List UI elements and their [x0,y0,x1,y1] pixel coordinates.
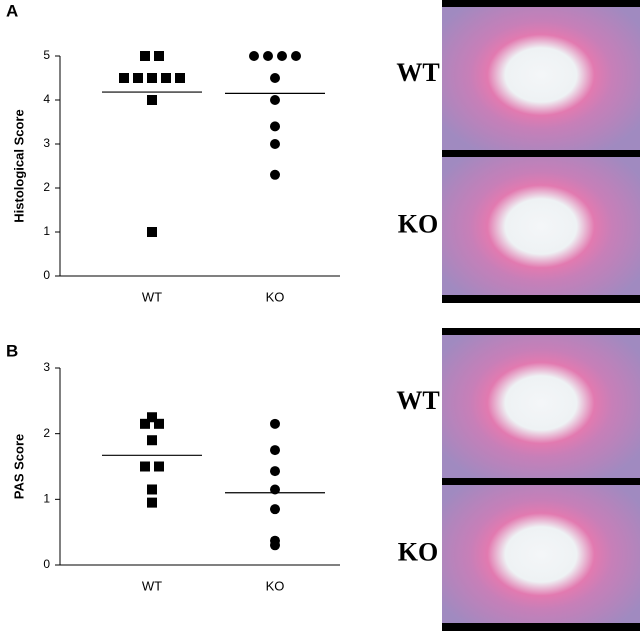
data-point [263,51,273,61]
image-border [442,295,640,303]
data-point [291,51,301,61]
y-tick-label: 0 [43,557,50,571]
data-point [147,73,157,83]
data-point [270,169,280,180]
y-tick-label: 1 [43,224,50,238]
image-label: WT [396,386,439,415]
y-axis-label: Histological Score [11,109,26,222]
data-point [175,73,185,83]
image-border [442,623,640,631]
data-point [140,51,150,61]
panel-label: B [6,341,18,360]
data-point [119,73,129,83]
data-point [154,51,164,61]
data-point [277,51,287,61]
image-label: WT [396,58,439,87]
data-point [140,461,150,472]
y-tick-label: 2 [43,180,50,194]
micrograph [442,328,640,478]
micrograph [442,478,640,631]
data-point [147,227,157,237]
y-tick-label: 1 [43,492,50,506]
data-point [147,95,157,105]
data-point [147,484,157,495]
y-tick-label: 3 [43,136,50,150]
x-tick-label: KO [266,578,285,593]
data-point [147,497,157,508]
data-point [140,418,150,429]
data-point [147,412,157,423]
y-tick-label: 4 [43,92,50,106]
data-point [270,540,280,551]
image-border [442,328,640,335]
image-border [442,478,640,485]
image-border [442,150,640,157]
y-axis-label: PAS Score [11,434,26,500]
panel-label: A [6,1,18,20]
y-tick-label: 3 [43,360,50,374]
data-point [154,461,164,472]
image-label: KO [398,209,438,238]
data-point [270,484,280,495]
data-point [133,73,143,83]
y-tick-label: 0 [43,268,50,282]
data-point [270,73,280,83]
data-point [270,418,280,429]
micrograph [442,0,640,150]
data-point [270,139,280,149]
data-point [270,445,280,456]
micrograph [442,150,640,303]
image-border [442,0,640,7]
data-point [270,121,280,132]
y-tick-label: 5 [43,48,50,62]
x-tick-label: KO [266,289,285,304]
image-label: KO [398,537,438,566]
data-point [154,418,164,429]
data-point [161,73,171,83]
data-point [249,51,259,61]
data-point [270,466,280,477]
x-tick-label: WT [142,289,162,304]
y-tick-label: 2 [43,426,50,440]
data-point [270,95,280,105]
data-point [147,435,157,446]
x-tick-label: WT [142,578,162,593]
data-point [270,504,280,515]
